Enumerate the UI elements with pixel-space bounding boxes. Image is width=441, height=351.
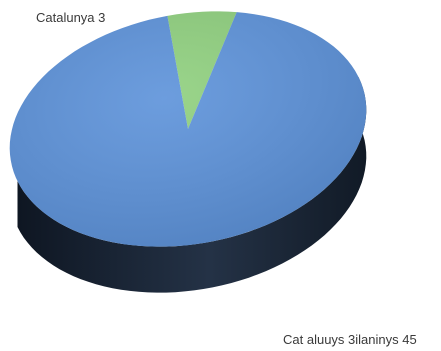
slice-label-cat-aluuys: Cat aluuys 3ilaninys 45: [283, 332, 417, 347]
slice-label-catalunya-3: Catalunya 3: [36, 10, 105, 25]
